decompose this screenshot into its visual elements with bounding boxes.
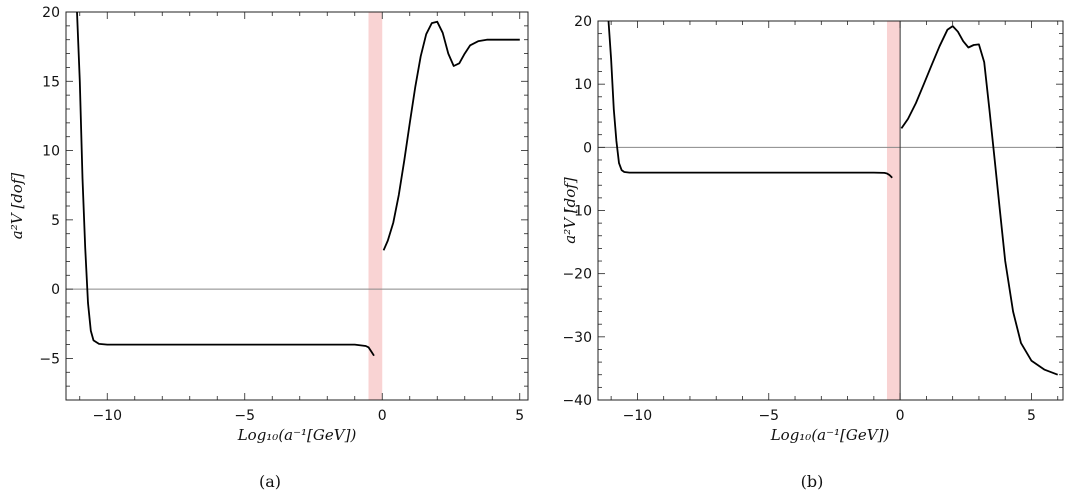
shaded-band — [886, 21, 901, 400]
panel-a: −10 −5 0 5 −5 0 5 10 15 20 Log₁₀(a⁻¹[GeV]) a²V [dof… — [8, 5, 529, 491]
x-tick-label: 5 — [1027, 408, 1036, 424]
y-tick-label: 20 — [42, 5, 60, 21]
y-tick-label: 5 — [51, 213, 60, 229]
y-tick-label: −40 — [562, 393, 592, 409]
x-tick-label: −5 — [758, 408, 779, 424]
y-tick-label: 10 — [42, 144, 60, 160]
series-line-1 — [607, 21, 893, 179]
x-tick-label: −10 — [623, 408, 653, 424]
y-tick-label: −10 — [562, 204, 592, 220]
x-tick-label: −10 — [92, 408, 122, 424]
series-line-2 — [382, 20, 520, 251]
x-tick-label: 0 — [896, 408, 905, 424]
y-tick-label: −5 — [39, 351, 60, 367]
x-axis-label: Log₁₀(a⁻¹[GeV]) — [237, 426, 357, 444]
y-tick-label: 15 — [42, 74, 60, 90]
x-tick-label: 0 — [378, 408, 387, 424]
panel-caption: (a) — [259, 472, 281, 491]
panel-b: −10 −5 0 5 −40 −30 −20 −10 0 10 20 Log₁₀(a⁻¹[GeV]) a… — [561, 14, 1064, 491]
y-tick-label: 0 — [51, 282, 60, 298]
panel-caption: (b) — [801, 472, 824, 491]
y-tick-label: 20 — [574, 14, 592, 30]
shaded-band — [368, 12, 383, 400]
x-tick-label: 5 — [515, 408, 524, 424]
y-tick-label: −20 — [562, 267, 592, 283]
series-line-1 — [76, 12, 375, 357]
series-line-2 — [900, 25, 1059, 376]
y-tick-label: 0 — [583, 140, 592, 156]
plot-frame — [597, 20, 1064, 401]
plot-frame — [65, 11, 529, 401]
y-tick-label: 10 — [574, 77, 592, 93]
y-axis-label: a²V [dof] — [561, 177, 579, 244]
y-axis-label: a²V [dof] — [8, 173, 26, 240]
y-tick-label: −30 — [562, 330, 592, 346]
x-axis-label: Log₁₀(a⁻¹[GeV]) — [770, 426, 890, 444]
x-tick-label: −5 — [234, 408, 255, 424]
